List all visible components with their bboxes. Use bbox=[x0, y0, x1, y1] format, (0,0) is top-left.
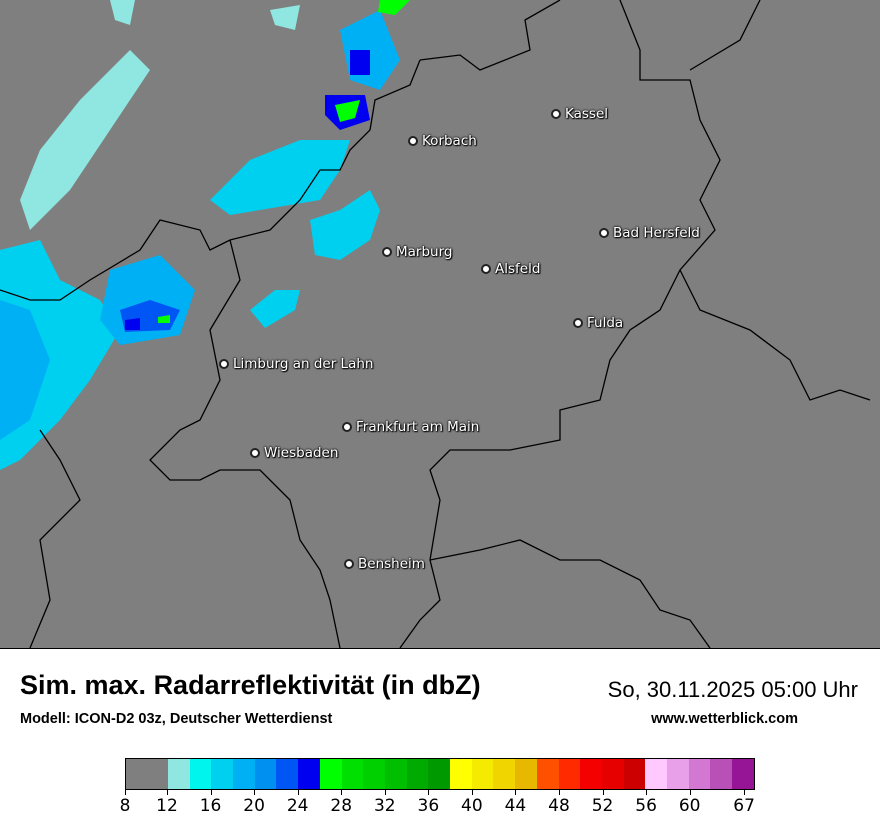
city-wiesbaden: Wiesbaden bbox=[250, 445, 338, 461]
legend-color-segment bbox=[363, 759, 385, 789]
legend-color-segment bbox=[233, 759, 255, 789]
legend-tick bbox=[167, 790, 168, 795]
legend-tick-label: 24 bbox=[286, 796, 309, 816]
legend-color-segment bbox=[623, 759, 646, 789]
legend-tick-label: 28 bbox=[330, 796, 353, 816]
legend-color-segment bbox=[732, 759, 754, 789]
legend-tick bbox=[559, 790, 560, 795]
city-korbach: Korbach bbox=[408, 133, 477, 149]
city-marker-icon bbox=[344, 559, 354, 569]
legend-color-segment bbox=[298, 759, 320, 789]
legend-color-segment bbox=[189, 759, 212, 789]
legend-tick-label: 20 bbox=[243, 796, 265, 816]
legend-tick-label: 67 bbox=[733, 796, 755, 816]
city-fulda: Fulda bbox=[573, 315, 623, 331]
forecast-datetime: So, 30.11.2025 05:00 Uhr bbox=[607, 677, 858, 702]
legend-tick bbox=[744, 790, 746, 795]
legend-tick bbox=[297, 790, 299, 795]
legend-tick-label: 36 bbox=[417, 796, 440, 816]
city-alsfeld: Alsfeld bbox=[481, 261, 540, 277]
legend-color-segment bbox=[710, 759, 733, 789]
legend-tick-label: 56 bbox=[635, 796, 657, 816]
legend-tick bbox=[471, 790, 473, 795]
legend-color-segment bbox=[688, 759, 711, 789]
city-marker-icon bbox=[342, 422, 352, 432]
legend-tick bbox=[515, 790, 517, 795]
legend-tick-label: 32 bbox=[373, 796, 396, 816]
map-layer bbox=[0, 0, 871, 648]
city-frankfurt: Frankfurt am Main bbox=[342, 419, 479, 435]
city-bad-hersfeld: Bad Hersfeld bbox=[599, 225, 700, 241]
website-link[interactable]: www.wetterblick.com bbox=[651, 711, 798, 727]
legend-ticks: 8 12 16 20 24 28 32 36 40 44 48 52 56 60 67 bbox=[0, 790, 880, 830]
city-marburg: Marburg bbox=[382, 244, 452, 260]
city-marker-icon bbox=[382, 247, 392, 257]
legend-color-segment bbox=[341, 759, 364, 789]
legend-color-segment bbox=[450, 759, 472, 789]
legend-tick-label: 12 bbox=[156, 796, 178, 816]
legend-tick bbox=[125, 790, 126, 795]
legend-color-segment bbox=[167, 759, 190, 789]
city-marker-icon bbox=[481, 264, 491, 274]
legend-tick bbox=[689, 790, 691, 795]
model-subtitle: Modell: ICON-D2 03z, Deutscher Wetterdie… bbox=[20, 711, 333, 727]
city-kassel: Kassel bbox=[551, 106, 608, 122]
legend-color-segment bbox=[558, 759, 581, 789]
border-lines bbox=[0, 0, 871, 648]
legend-tick-label: 8 bbox=[119, 796, 131, 816]
radar-map: Kassel Korbach Bad Hersfeld Marburg Alsf… bbox=[0, 0, 880, 649]
legend-color-segment bbox=[580, 759, 602, 789]
legend-color-segment bbox=[645, 759, 668, 789]
city-marker-icon bbox=[219, 359, 229, 369]
legend-color-segment bbox=[493, 759, 516, 789]
legend-tick bbox=[646, 790, 648, 795]
legend-tick bbox=[384, 790, 386, 795]
city-limburg: Limburg an der Lahn bbox=[219, 356, 373, 372]
legend-tick-label: 48 bbox=[548, 796, 570, 816]
legend-color-segment bbox=[384, 759, 407, 789]
legend-color-segment bbox=[428, 759, 451, 789]
legend-color-segment bbox=[471, 759, 494, 789]
legend-tick bbox=[254, 790, 256, 795]
legend-color-segment bbox=[319, 759, 342, 789]
legend-color-segment bbox=[276, 759, 299, 789]
city-bensheim: Bensheim bbox=[344, 556, 425, 572]
city-marker-icon bbox=[250, 448, 260, 458]
legend-color-segment bbox=[254, 759, 277, 789]
legend-color-segment bbox=[601, 759, 624, 789]
city-marker-icon bbox=[408, 136, 418, 146]
legend-tick-label: 52 bbox=[591, 796, 614, 816]
legend-tick-label: 60 bbox=[678, 796, 701, 816]
legend-color-segment bbox=[515, 759, 537, 789]
legend-tick bbox=[602, 790, 604, 795]
legend-tick-label: 16 bbox=[199, 796, 222, 816]
legend-color-segment bbox=[406, 759, 429, 789]
legend-color-segment bbox=[126, 759, 168, 789]
legend-color-segment bbox=[536, 759, 559, 789]
legend-tick bbox=[210, 790, 212, 795]
echo-areas bbox=[0, 0, 410, 470]
city-marker-icon bbox=[599, 228, 609, 238]
legend-tick-label: 40 bbox=[461, 796, 483, 816]
legend-color-segment bbox=[667, 759, 689, 789]
city-marker-icon bbox=[551, 109, 561, 119]
color-legend-bar bbox=[125, 758, 755, 790]
legend-color-segment bbox=[211, 759, 233, 789]
legend-tick-label: 44 bbox=[504, 796, 527, 816]
legend-tick bbox=[341, 790, 343, 795]
city-marker-icon bbox=[573, 318, 583, 328]
legend-tick bbox=[428, 790, 430, 795]
map-title: Sim. max. Radarreflektivität (in dbZ) bbox=[20, 670, 481, 700]
